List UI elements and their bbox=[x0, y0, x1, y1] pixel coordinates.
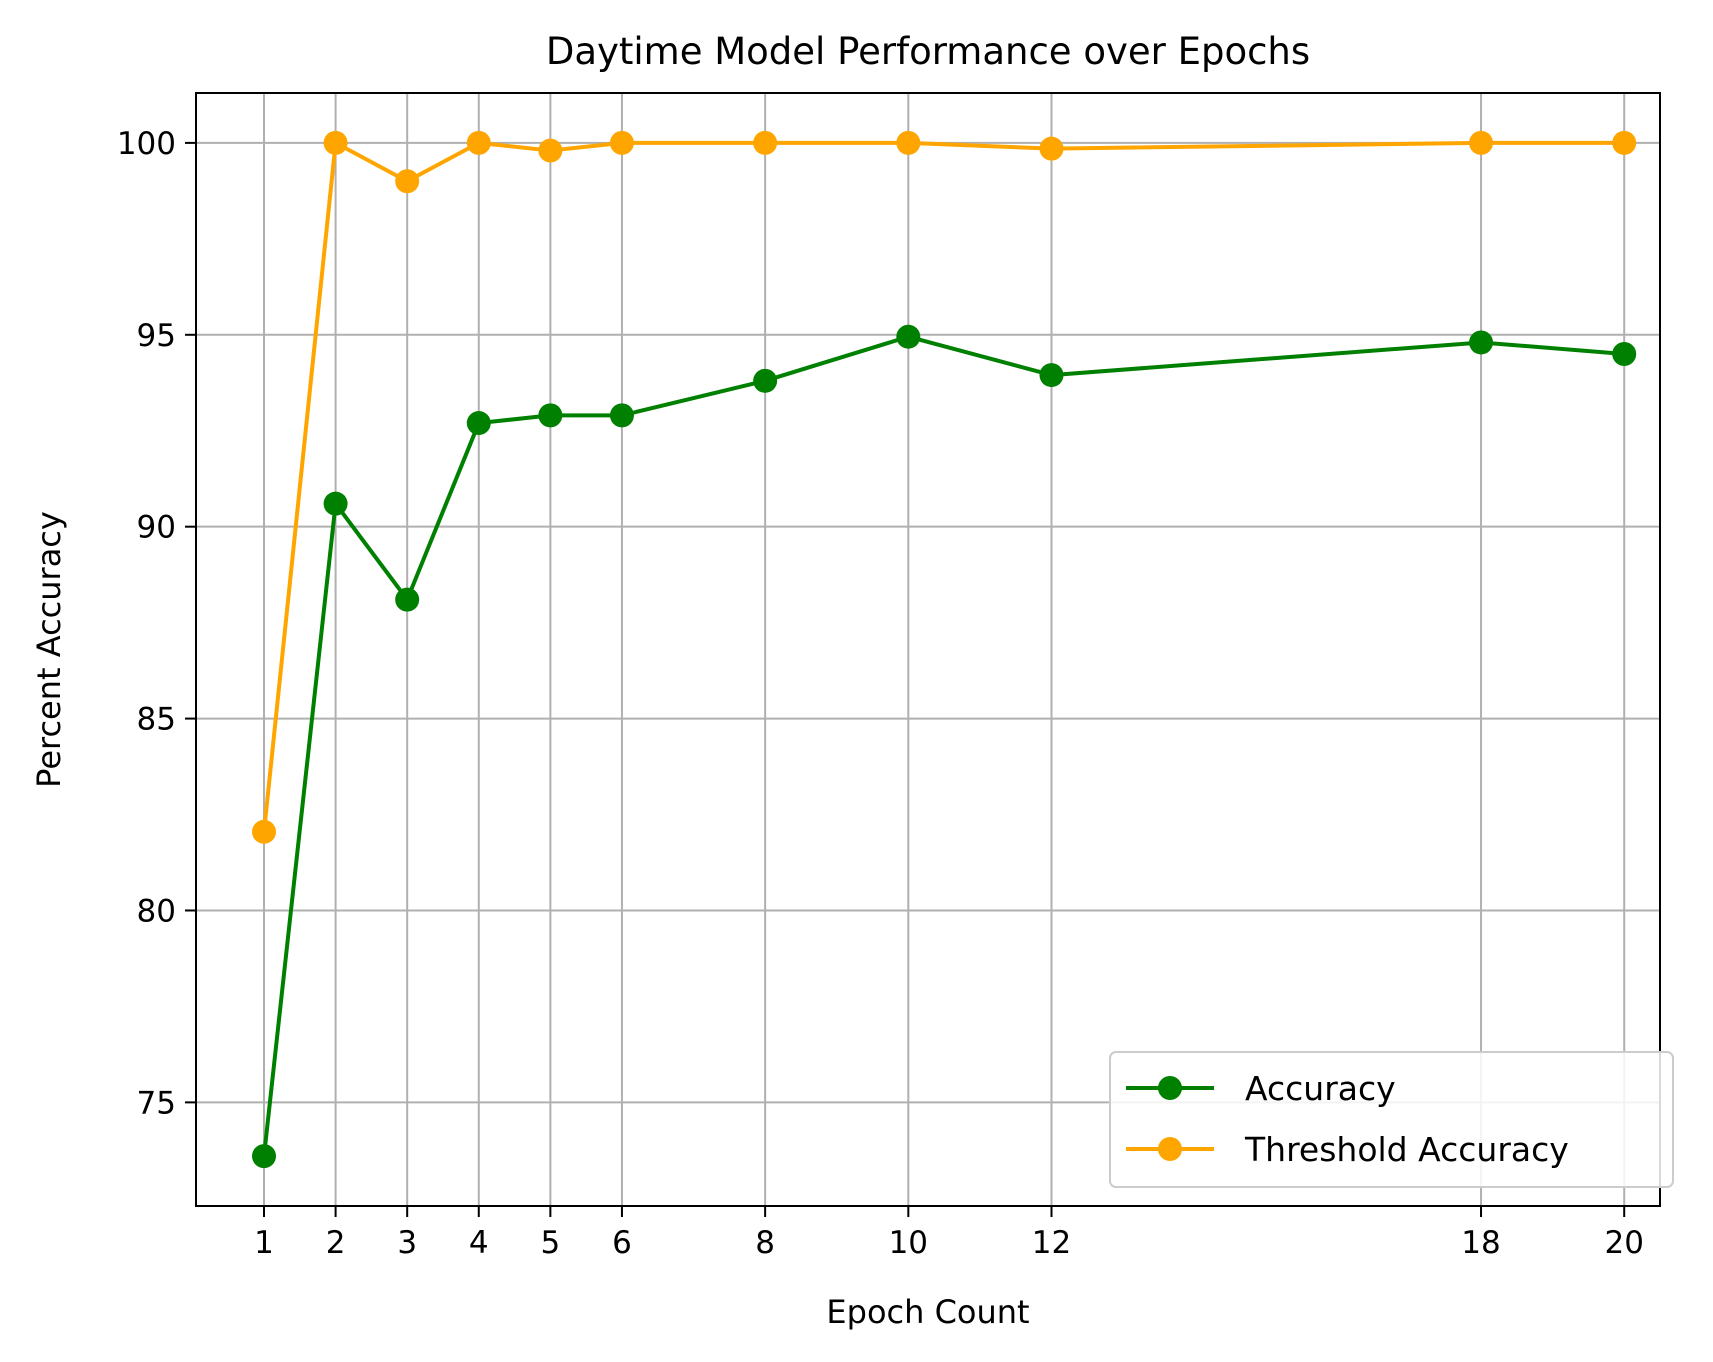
x-axis-label: Epoch Count bbox=[826, 1293, 1029, 1331]
data-point bbox=[395, 587, 420, 612]
y-tick-label: 95 bbox=[137, 318, 176, 354]
data-point bbox=[896, 130, 921, 155]
data-point bbox=[252, 1144, 277, 1169]
data-point bbox=[538, 403, 563, 428]
x-tick-label: 18 bbox=[1461, 1225, 1500, 1261]
legend-label: Threshold Accuracy bbox=[1244, 1130, 1569, 1169]
data-point bbox=[323, 130, 348, 155]
y-tick-label: 80 bbox=[137, 893, 176, 929]
legend-item: Threshold Accuracy bbox=[1126, 1130, 1569, 1169]
x-tick-label: 8 bbox=[755, 1225, 775, 1261]
data-point bbox=[896, 324, 921, 349]
data-point bbox=[538, 138, 563, 163]
x-tick-label: 12 bbox=[1032, 1225, 1071, 1261]
series-accuracy bbox=[252, 324, 1637, 1169]
legend-box bbox=[1109, 1051, 1674, 1188]
x-tick-label: 1 bbox=[254, 1225, 274, 1261]
grid-lines bbox=[196, 93, 1660, 1206]
series-threshold-accuracy bbox=[252, 130, 1637, 844]
legend-marker bbox=[1158, 1076, 1182, 1100]
data-point bbox=[1469, 130, 1494, 155]
data-point bbox=[609, 403, 634, 428]
y-axis-label: Percent Accuracy bbox=[30, 511, 68, 788]
data-point bbox=[395, 169, 420, 194]
x-tick-label: 20 bbox=[1604, 1225, 1643, 1261]
data-point bbox=[466, 411, 491, 436]
data-point bbox=[252, 819, 277, 844]
data-point bbox=[609, 130, 634, 155]
data-point bbox=[466, 130, 491, 155]
data-point bbox=[1469, 330, 1494, 355]
series-lines bbox=[252, 130, 1637, 1169]
plot-area-frame bbox=[195, 92, 1661, 1207]
legend-label: Accuracy bbox=[1245, 1069, 1396, 1108]
y-tick-label: 90 bbox=[137, 510, 176, 546]
data-point bbox=[1039, 363, 1064, 388]
data-point bbox=[1612, 341, 1637, 366]
x-tick-label: 2 bbox=[326, 1225, 346, 1261]
data-point bbox=[1612, 130, 1637, 155]
x-tick-label: 5 bbox=[540, 1225, 560, 1261]
chart-title: Daytime Model Performance over Epochs bbox=[546, 30, 1310, 73]
data-point bbox=[753, 368, 778, 393]
y-tick-label: 85 bbox=[137, 702, 176, 738]
legend: Accuracy Threshold Accuracy bbox=[1109, 1051, 1674, 1188]
y-tick-label: 75 bbox=[137, 1085, 176, 1121]
x-tick-label: 4 bbox=[469, 1225, 489, 1261]
legend-marker bbox=[1158, 1137, 1182, 1161]
data-point bbox=[753, 130, 778, 155]
x-tick-label: 10 bbox=[889, 1225, 928, 1261]
legend-item: Accuracy bbox=[1126, 1069, 1396, 1108]
x-tick-label: 6 bbox=[612, 1225, 632, 1261]
y-tick-label: 100 bbox=[117, 126, 176, 162]
data-point bbox=[1039, 136, 1064, 161]
x-tick-label: 3 bbox=[397, 1225, 417, 1261]
data-point bbox=[323, 491, 348, 516]
